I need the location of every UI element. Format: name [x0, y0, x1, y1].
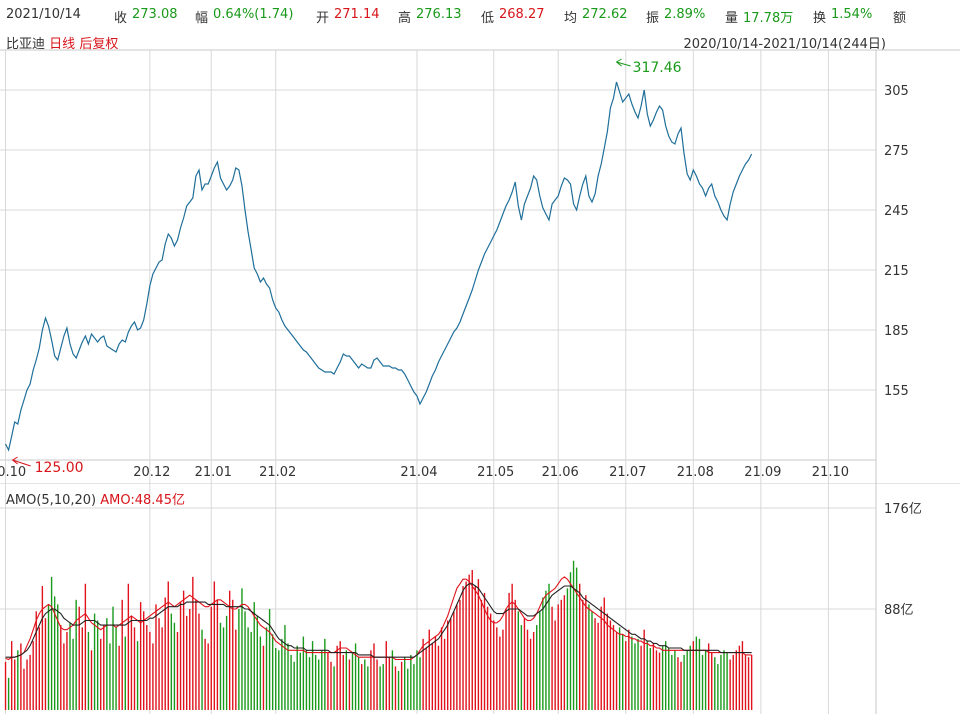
turnover-label: 换	[813, 11, 827, 26]
amo-header: AMO(5,10,20) AMO:48.45亿	[6, 489, 185, 508]
high-value: 276.13	[416, 7, 462, 22]
adjust-label: 后复权	[79, 37, 119, 52]
amplitude-value: 2.89%	[664, 7, 706, 22]
xtick-label: 21.06	[542, 465, 579, 480]
price-ytick-label: 215	[884, 264, 909, 279]
avg-label: 均	[564, 11, 578, 26]
xtick-label: 20.12	[133, 465, 170, 480]
price-line	[4, 81, 753, 452]
change-label: 幅	[195, 11, 209, 26]
high-arrow	[615, 58, 631, 67]
date-range: 2020/10/14-2021/10/14(244日)	[683, 37, 886, 52]
change-value: 0.64%(1.74)	[213, 7, 294, 22]
xtick-label: 20.10	[0, 465, 26, 480]
amo-title: AMO(5,10,20)	[6, 493, 97, 508]
high-price-label: 317.46	[633, 60, 682, 76]
avg-value: 272.62	[582, 7, 628, 22]
close-label: 收	[114, 11, 128, 26]
low-arrow	[11, 456, 31, 467]
amo-ytick-label: 88亿	[884, 603, 914, 618]
xtick-label: 21.10	[812, 465, 849, 480]
xtick-label: 21.07	[609, 465, 646, 480]
amo-ytick-label: 176亿	[884, 502, 922, 517]
amo-current-value: AMO:48.45亿	[100, 493, 185, 508]
turnover-value: 1.54%	[831, 7, 873, 22]
price-chart: 155 185 215 245 275 305 20.10 20.12 21.01 21.02 21…	[0, 49, 960, 484]
high-label: 高	[398, 11, 412, 26]
price-ytick-label: 275	[884, 144, 909, 159]
open-value: 271.14	[334, 7, 380, 22]
low-label: 低	[481, 11, 495, 26]
price-ytick-label: 185	[884, 324, 909, 339]
xtick-label: 21.08	[677, 465, 714, 480]
stock-name: 比亚迪	[6, 37, 46, 52]
period-label: 日线	[49, 37, 76, 52]
open-label: 开	[316, 11, 330, 26]
close-value: 273.08	[132, 7, 178, 22]
volume-label: 量	[725, 11, 739, 26]
amo-ma5-line	[5, 576, 752, 661]
quote-date: 2021/10/14	[6, 7, 81, 22]
quote-bar: 2021/10/14 收 273.08 幅 0.64%(1.74) 开 271.…	[0, 0, 960, 30]
low-price-label: 125.00	[35, 460, 84, 476]
amo-ma10-line	[5, 583, 752, 658]
price-ytick-label: 155	[884, 384, 909, 399]
stock-info: 比亚迪 日线 后复权	[6, 33, 118, 52]
xtick-label: 21.02	[259, 465, 296, 480]
amplitude-label: 振	[646, 11, 660, 26]
xtick-label: 21.04	[400, 465, 437, 480]
volume-value: 17.78万	[743, 11, 794, 26]
xtick-label: 21.09	[744, 465, 781, 480]
price-ytick-label: 245	[884, 204, 909, 219]
low-value: 268.27	[499, 7, 545, 22]
price-ytick-label: 305	[884, 84, 909, 99]
amount-label: 额	[893, 11, 907, 26]
xtick-label: 21.01	[195, 465, 232, 480]
xtick-label: 21.05	[477, 465, 514, 480]
